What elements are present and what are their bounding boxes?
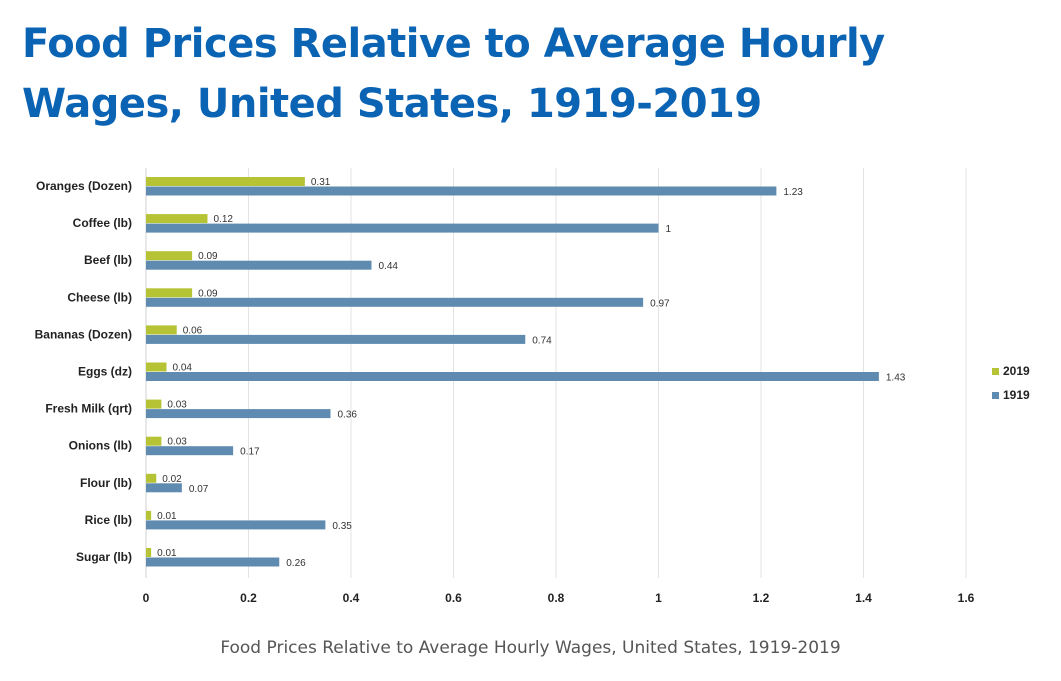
- bar-1919: [146, 186, 777, 196]
- bar-chart: 0 0.2 0.4 0.6 0.8 1 1.2 1.4 1.6 Oranges (Dozen) 0.…: [35, 168, 1030, 605]
- page-title: Food Prices Relative to Average Hourly W…: [22, 21, 885, 127]
- category-label: Oranges (Dozen): [36, 179, 132, 193]
- category-label: Sugar (lb): [76, 550, 132, 564]
- bar-2019: [146, 251, 193, 261]
- category-label: Cheese (lb): [67, 290, 132, 304]
- data-label-1919: 0.17: [240, 447, 260, 458]
- bar-2019: [146, 436, 162, 446]
- bar-2019: [146, 214, 208, 224]
- bar-2019: [146, 177, 305, 186]
- legend-swatch-1919: [992, 392, 999, 399]
- x-tick-label: 1: [655, 591, 662, 605]
- bar-1919: [146, 372, 879, 381]
- bar-1919: [146, 409, 331, 419]
- category-label: Coffee (lb): [73, 216, 132, 230]
- category-label: Onions (lb): [69, 439, 132, 453]
- x-tick-label: 1.2: [753, 591, 770, 605]
- x-tick-label: 0.2: [240, 591, 257, 605]
- bar-2019: [146, 473, 157, 483]
- category-label: Rice (lb): [85, 513, 132, 527]
- bar-1919: [146, 483, 182, 493]
- data-label-2019: 0.03: [167, 400, 187, 411]
- legend-swatch-2019: [992, 368, 999, 375]
- x-tick-label: 0.4: [343, 591, 360, 605]
- bar-1919: [146, 520, 326, 530]
- x-tick-label: 0.6: [445, 591, 462, 605]
- category-label: Eggs (dz): [78, 365, 132, 379]
- data-label-1919: 0.74: [532, 335, 552, 346]
- x-tick-label: 0.8: [548, 591, 565, 605]
- data-label-1919: 0.26: [286, 558, 306, 569]
- bar-2019: [146, 548, 152, 557]
- data-label-1919: 1.43: [886, 373, 906, 384]
- bar-1919: [146, 223, 659, 233]
- legend-label-1919: 1919: [1003, 388, 1030, 402]
- data-label-2019: 0.02: [162, 474, 182, 485]
- x-tick-label: 0: [143, 591, 150, 605]
- bar-1919: [146, 446, 234, 456]
- data-label-2019: 0.06: [183, 325, 203, 336]
- x-tick-label: 1.4: [855, 591, 872, 605]
- bar-2019: [146, 325, 177, 335]
- data-label-1919: 0.36: [338, 410, 358, 421]
- data-label-2019: 0.04: [173, 363, 193, 374]
- data-label-2019: 0.03: [167, 437, 187, 448]
- data-label-2019: 0.31: [311, 177, 331, 188]
- category-label: Bananas (Dozen): [35, 327, 132, 341]
- legend-label-2019: 2019: [1003, 364, 1030, 378]
- data-label-2019: 0.01: [157, 511, 177, 522]
- bar-2019: [146, 288, 193, 298]
- bar-2019: [146, 510, 152, 520]
- data-label-2019: 0.01: [157, 548, 177, 559]
- bar-2019: [146, 399, 162, 409]
- bar-1919: [146, 557, 280, 567]
- category-label: Fresh Milk (qrt): [45, 402, 132, 416]
- chart-caption: Food Prices Relative to Average Hourly W…: [220, 638, 841, 658]
- bar-2019: [146, 362, 167, 372]
- bar-1919: [146, 334, 526, 344]
- data-label-1919: 1.23: [783, 187, 803, 198]
- data-label-1919: 0.35: [332, 521, 352, 532]
- data-label-1919: 0.97: [650, 298, 670, 309]
- data-label-1919: 0.07: [189, 484, 209, 495]
- bar-1919: [146, 297, 644, 307]
- data-label-2019: 0.12: [214, 214, 234, 225]
- data-label-1919: 0.44: [379, 261, 399, 272]
- data-label-1919: 1: [666, 224, 672, 235]
- x-tick-label: 1.6: [958, 591, 975, 605]
- bar-1919: [146, 260, 372, 270]
- category-label: Flour (lb): [80, 476, 132, 490]
- data-label-2019: 0.09: [198, 251, 218, 262]
- data-label-2019: 0.09: [198, 288, 218, 299]
- category-label: Beef (lb): [84, 253, 132, 267]
